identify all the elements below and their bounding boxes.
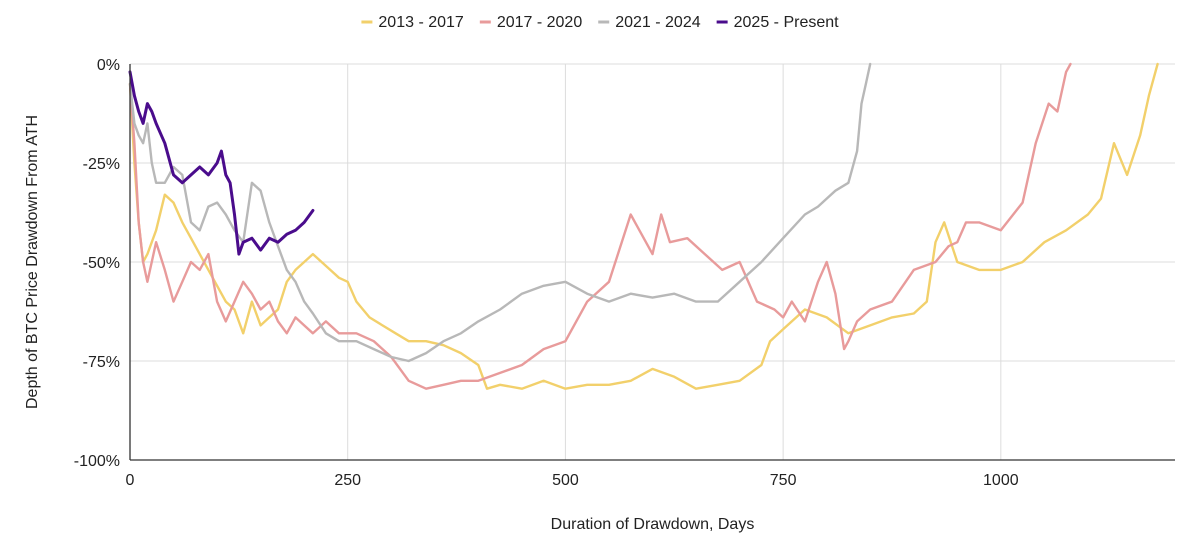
y-tick-label: -75% (83, 354, 120, 371)
y-tick-label: -100% (74, 453, 120, 470)
y-tick-label: -50% (83, 255, 120, 272)
legend-label: 2025 - Present (734, 14, 840, 31)
chart-series-group (128, 62, 1159, 390)
legend-item-3[interactable]: 2021 - 2024 (598, 14, 701, 31)
x-axis-title: Duration of Drawdown, Days (551, 516, 755, 533)
legend-label: 2013 - 2017 (378, 14, 464, 31)
y-tick-label: -25% (83, 156, 120, 173)
x-tick-label: 500 (552, 472, 579, 489)
legend-item-2[interactable]: 2017 - 2020 (479, 14, 583, 31)
x-tick-label: 250 (334, 472, 361, 489)
series-line-1 (128, 62, 1159, 390)
chart-axes: 0% -25% -50% -75% -100% 0 250 500 750 1000 (74, 57, 1175, 489)
x-tick-label: 0 (126, 472, 135, 489)
series-line-4 (128, 70, 315, 256)
chart-grid (130, 63, 1175, 460)
legend-item-1[interactable]: 2013 - 2017 (361, 14, 464, 31)
chart-legend: 2013 - 2017 2017 - 2020 2021 - 2024 2025 - … (361, 14, 839, 31)
series-line-2 (128, 62, 1072, 390)
legend-label: 2021 - 2024 (615, 14, 701, 31)
x-tick-label: 1000 (983, 472, 1019, 489)
legend-item-4[interactable]: 2025 - Present (716, 14, 840, 31)
x-tick-label: 750 (770, 472, 797, 489)
y-axis-title: Depth of BTC Price Drawdown From ATH (24, 115, 41, 409)
legend-label: 2017 - 2020 (497, 14, 583, 31)
y-tick-label: 0% (97, 57, 120, 74)
series-line-3 (128, 62, 872, 363)
